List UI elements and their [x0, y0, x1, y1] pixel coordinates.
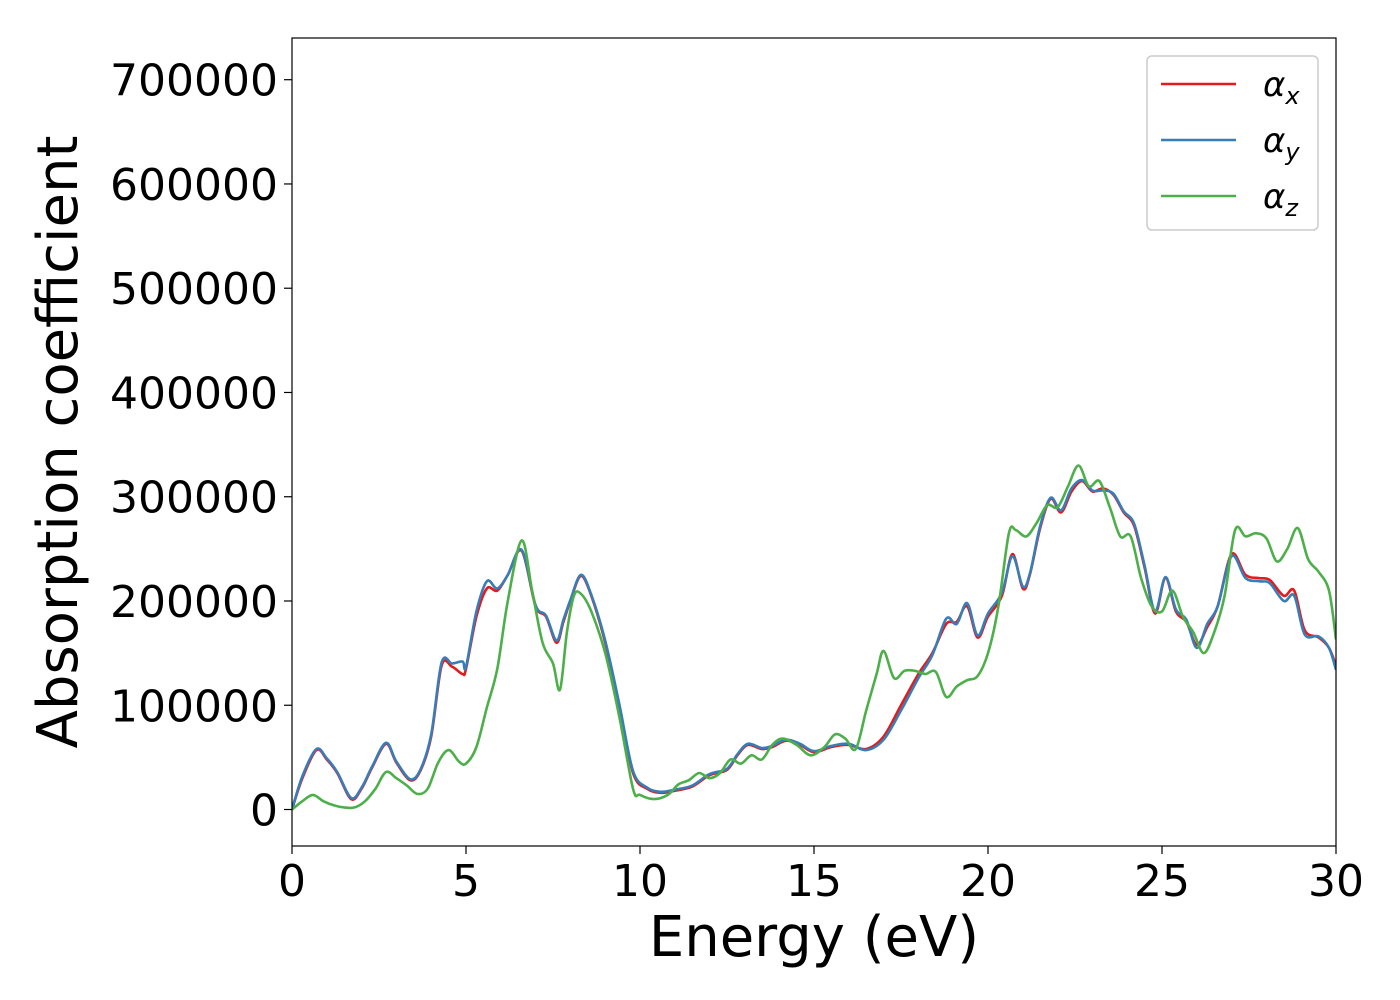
x-tick-label: 0: [278, 856, 306, 907]
series-layer: [292, 464, 1336, 811]
legend-box: [1146, 55, 1319, 231]
x-tick-label: 20: [960, 856, 1016, 907]
series-line-z: [292, 464, 1336, 811]
y-tick-label: 0: [250, 786, 278, 837]
y-tick-label: 100000: [110, 681, 278, 732]
x-tick-label: 15: [786, 856, 842, 907]
y-axis-title: Absorption coefficient: [26, 136, 91, 749]
x-axis-title: Energy (eV): [649, 905, 979, 970]
y-tick-label: 300000: [110, 473, 278, 524]
series-line-y: [292, 478, 1336, 810]
legend-label-z: αz: [1263, 177, 1299, 222]
x-tick-label: 5: [452, 856, 480, 907]
y-tick-label: 600000: [110, 160, 278, 211]
legend: αx αy αz: [1146, 55, 1319, 231]
y-tick-label: 200000: [110, 577, 278, 628]
y-axis-ticks: 0 100000 200000 300000 400000 500000 600000 700…: [110, 56, 292, 837]
legend-label-x: αx: [1263, 65, 1300, 110]
x-tick-label: 10: [612, 856, 668, 907]
x-tick-label: 25: [1134, 856, 1190, 907]
y-tick-label: 400000: [110, 368, 278, 419]
y-tick-label: 500000: [110, 264, 278, 315]
x-axis-ticks: 0 5 10 15 20 25 30: [278, 846, 1364, 907]
y-tick-label: 700000: [110, 56, 278, 107]
x-tick-label: 30: [1308, 856, 1364, 907]
legend-label-y: αy: [1263, 121, 1300, 166]
